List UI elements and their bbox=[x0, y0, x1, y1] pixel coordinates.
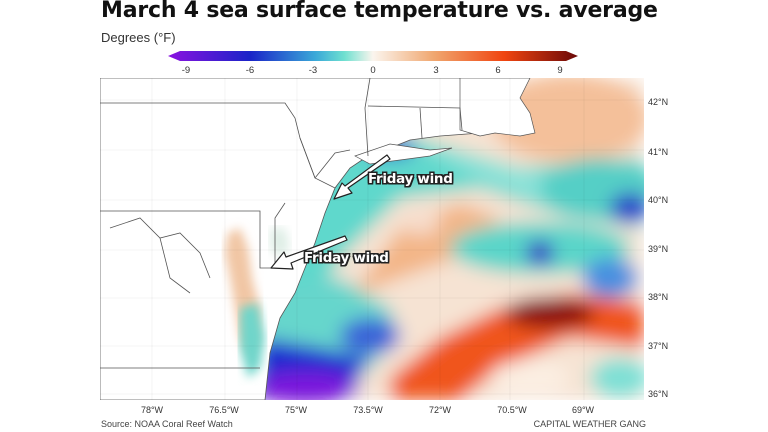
longitude-label: 70.5°W bbox=[497, 405, 527, 415]
map-canvas bbox=[100, 78, 644, 400]
wind-annotation-label: Friday wind bbox=[368, 171, 453, 187]
latitude-label: 37°N bbox=[648, 341, 669, 351]
longitude-label: 75°W bbox=[284, 405, 308, 415]
wind-arrow-icon bbox=[270, 154, 391, 270]
latitude-label: 42°N bbox=[648, 97, 669, 107]
state-borders bbox=[100, 78, 463, 369]
colorbar bbox=[168, 51, 578, 61]
colorbar-tick: 9 bbox=[557, 65, 563, 76]
latitude-label: 36°N bbox=[648, 389, 669, 399]
latitude-label: 41°N bbox=[648, 147, 669, 157]
land bbox=[100, 78, 536, 400]
longitude-label: 69°W bbox=[571, 405, 595, 415]
sst-anomaly-map[interactable]: Friday wind Friday wind bbox=[100, 78, 644, 400]
latitude-label: 40°N bbox=[648, 195, 669, 205]
graticule bbox=[100, 78, 644, 400]
longitude-label: 78°W bbox=[140, 405, 164, 415]
credit-note: CAPITAL WEATHER GANG bbox=[533, 419, 646, 429]
colorbar-tick: -6 bbox=[245, 65, 255, 76]
latitude-label: 39°N bbox=[648, 244, 669, 254]
longitude-label: 73.5°W bbox=[353, 405, 383, 415]
colorbar-tick: -9 bbox=[181, 65, 191, 76]
colorbar-tick: 3 bbox=[433, 65, 439, 76]
colorbar-tick: 0 bbox=[370, 65, 376, 76]
page-title: March 4 sea surface temperature vs. aver… bbox=[101, 0, 658, 23]
wind-annotation-label: Friday wind bbox=[304, 250, 389, 266]
longitude-label: 72°W bbox=[428, 405, 452, 415]
units-subtitle: Degrees (°F) bbox=[101, 30, 176, 45]
longitude-label: 76.5°W bbox=[209, 405, 239, 415]
colorbar-tick: -3 bbox=[308, 65, 318, 76]
colorbar-tick: 6 bbox=[495, 65, 501, 76]
latitude-label: 38°N bbox=[648, 292, 669, 302]
source-note: Source: NOAA Coral Reef Watch bbox=[101, 419, 233, 429]
sst-field bbox=[250, 78, 644, 400]
